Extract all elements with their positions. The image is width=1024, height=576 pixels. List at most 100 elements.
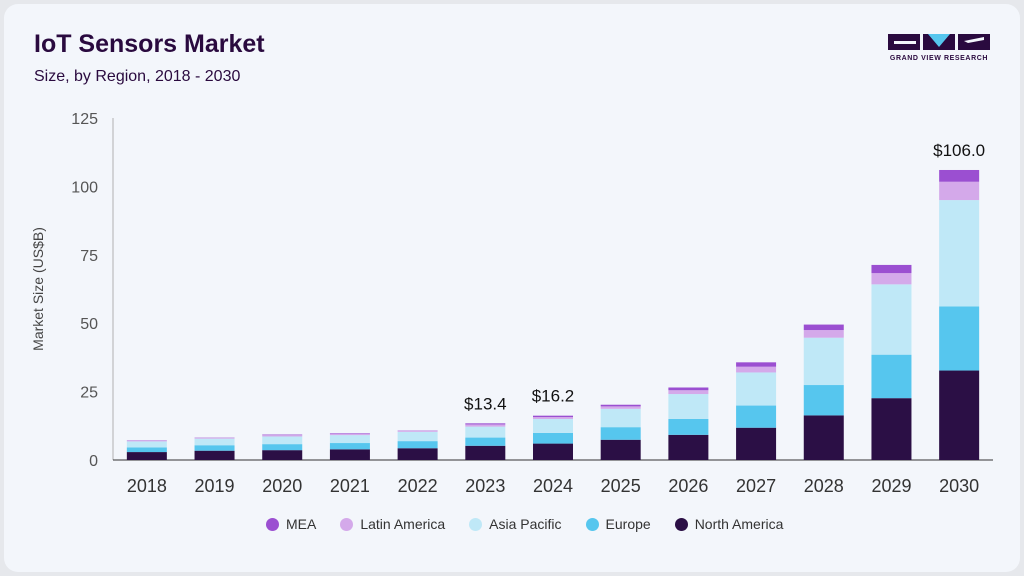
legend-swatch	[469, 517, 483, 531]
legend-swatch	[585, 517, 599, 531]
bar-segment-latin-america	[465, 424, 506, 427]
bar-segment-asia-pacific	[194, 438, 235, 446]
bar-segment-north-america	[397, 448, 438, 460]
bar-segment-mea	[262, 434, 303, 436]
chart-card: IoT Sensors Market Size, by Region, 2018…	[4, 4, 1020, 572]
bar-segment-latin-america	[668, 390, 709, 395]
legend-swatch	[674, 517, 688, 531]
x-tick-label: 2028	[804, 476, 844, 496]
y-tick-label: 50	[80, 316, 98, 333]
bar-segment-latin-america	[600, 406, 641, 409]
bar-segment-north-america	[262, 450, 303, 460]
y-tick-label: 25	[80, 385, 98, 402]
bar-segment-europe	[126, 447, 167, 453]
bar-segment-north-america	[668, 434, 709, 460]
legend-item: Latin America	[340, 516, 445, 532]
legend-label: Latin America	[360, 516, 446, 532]
bar-segment-north-america	[126, 452, 167, 460]
legend-swatch	[340, 517, 354, 531]
grand-view-research-logo: GRAND VIEW RESEARCH	[888, 32, 990, 66]
chart-title: IoT Sensors Market	[34, 30, 265, 58]
bar-segment-mea	[939, 169, 980, 182]
bar-segment-north-america	[329, 449, 370, 460]
chart-subtitle: Size, by Region, 2018 - 2030	[34, 68, 241, 85]
bar-segment-europe	[803, 385, 844, 416]
x-tick-label: 2025	[601, 476, 641, 496]
bar-segment-north-america	[871, 398, 912, 460]
y-tick-label: 100	[71, 179, 98, 196]
bar-segment-asia-pacific	[465, 426, 506, 438]
legend-item: Asia Pacific	[469, 516, 562, 532]
x-tick-label: 2021	[330, 476, 370, 496]
bar-segment-latin-america	[736, 366, 777, 373]
bar-segment-asia-pacific	[871, 284, 912, 355]
bar-segment-asia-pacific	[397, 431, 438, 442]
x-tick-label: 2026	[668, 476, 708, 496]
logo-text: GRAND VIEW RESEARCH	[889, 55, 989, 62]
bar-segment-asia-pacific	[803, 337, 844, 386]
legend-label: North America	[694, 516, 784, 532]
bar-segment-europe	[533, 432, 573, 444]
legend-label: MEA	[286, 516, 317, 532]
x-tick-label: 2020	[262, 476, 302, 496]
legend-label: Europe	[605, 516, 651, 532]
bar-segment-latin-america	[329, 433, 370, 436]
bar-segment-asia-pacific	[600, 408, 641, 428]
y-tick-label: 75	[80, 248, 98, 265]
x-tick-label: 2022	[398, 476, 438, 496]
y-axis-label: Market Size (US$B)	[30, 227, 46, 351]
bar-segment-latin-america	[803, 330, 844, 338]
bar-segment-latin-america	[126, 440, 167, 442]
bar-segment-latin-america	[939, 181, 980, 201]
bar-segment-europe	[262, 444, 303, 451]
data-label: $13.4	[464, 394, 507, 413]
bar-segment-europe	[736, 405, 777, 428]
x-tick-label: 2024	[533, 476, 573, 496]
x-tick-label: 2027	[736, 476, 776, 496]
bar-segment-europe	[329, 443, 370, 450]
data-label: $16.2	[532, 387, 575, 406]
x-tick-label: 2030	[939, 476, 979, 496]
x-tick-label: 2023	[465, 476, 505, 496]
legend-label: Asia Pacific	[489, 516, 562, 532]
x-tick-label: 2019	[195, 476, 235, 496]
bar-segment-asia-pacific	[939, 200, 980, 307]
bar-segment-mea	[465, 423, 506, 425]
bar-segment-latin-america	[533, 417, 573, 419]
bar-segment-mea	[803, 324, 844, 331]
bar-segment-north-america	[803, 415, 844, 460]
bar-segment-latin-america	[397, 430, 438, 432]
y-tick-label: 125	[71, 111, 98, 128]
bar-segment-asia-pacific	[668, 394, 709, 419]
legend-item: Europe	[585, 516, 651, 532]
bar-segment-north-america	[600, 439, 641, 460]
bar-segment-europe	[194, 445, 235, 451]
bar-segment-latin-america	[871, 273, 912, 285]
x-tick-label: 2018	[127, 476, 167, 496]
bar-segment-mea	[329, 433, 370, 434]
bar-segment-north-america	[736, 427, 777, 460]
bar-segment-asia-pacific	[126, 441, 167, 448]
bar-segment-europe	[668, 418, 709, 435]
bar-segment-mea	[871, 264, 912, 274]
bar-segment-mea	[600, 404, 641, 407]
bar-segment-asia-pacific	[329, 435, 370, 444]
bar-segment-asia-pacific	[736, 372, 777, 406]
bar-segment-mea	[736, 362, 777, 367]
legend-swatch	[266, 517, 279, 531]
bar-segment-asia-pacific	[533, 418, 573, 433]
bar-segment-europe	[600, 427, 641, 440]
bar-segment-europe	[871, 354, 912, 399]
bar-segment-europe	[465, 437, 506, 446]
bar-segment-europe	[397, 441, 438, 449]
chart-legend: MEA Latin America Asia Pacific Europe North …	[266, 516, 807, 532]
bar-segment-north-america	[939, 370, 980, 460]
bar-segment-asia-pacific	[262, 436, 303, 445]
bar-segment-latin-america	[194, 437, 235, 439]
bar-segment-europe	[939, 306, 980, 371]
bar-segment-north-america	[465, 445, 506, 460]
legend-item: North America	[674, 516, 784, 532]
bar-segment-latin-america	[262, 435, 303, 437]
legend-item: MEA	[266, 516, 316, 532]
